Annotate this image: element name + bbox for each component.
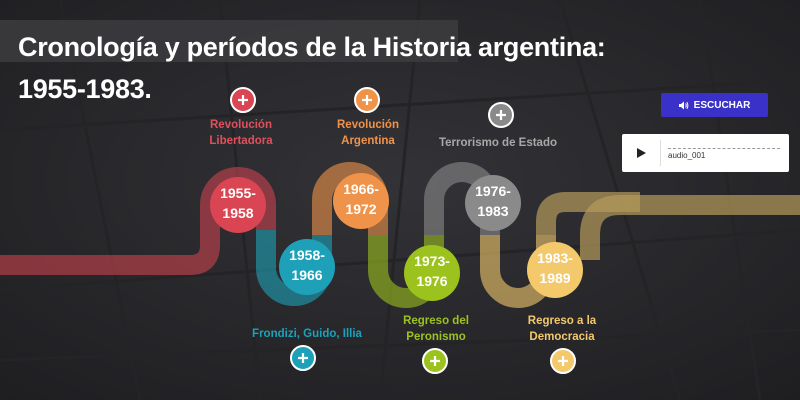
expand-button-democracia[interactable] [550, 348, 576, 374]
period-label-democracia: Democracia [529, 331, 595, 343]
period-label-libertadora: Revolución [210, 119, 272, 131]
period-years-argentina: 1972 [345, 201, 376, 217]
period-label-argentina: Argentina [341, 135, 395, 147]
period-node-democracia: 1983- 1989 Regreso a la Democracia [527, 242, 597, 374]
road-segment-end-1 [536, 192, 640, 235]
period-years-frondizi: 1966 [291, 267, 322, 283]
expand-button-frondizi[interactable] [290, 345, 316, 371]
period-circle-peronismo [404, 245, 460, 301]
audio-divider [660, 140, 661, 166]
listen-button-label: ESCUCHAR [693, 99, 751, 111]
period-years-argentina: 1966- [343, 181, 379, 197]
period-label-peronismo: Peronismo [406, 331, 465, 343]
period-years-peronismo: 1973- [414, 253, 450, 269]
period-label-frondizi: Frondizi, Guido, Illia [252, 328, 362, 340]
road-segment-end-2 [580, 195, 800, 260]
expand-button-argentina[interactable] [354, 87, 380, 113]
period-circle-democracia [527, 242, 583, 298]
page-title: Cronología y períodos de la Historia arg… [18, 32, 606, 104]
period-years-frondizi: 1958- [289, 247, 325, 263]
listen-button[interactable]: ESCUCHAR [661, 93, 768, 117]
audio-filename: audio_001 [668, 151, 706, 160]
period-circle-libertadora [210, 177, 266, 233]
period-circle-argentina [333, 173, 389, 229]
period-node-frondizi: 1958- 1966 Frondizi, Guido, Illia [252, 239, 363, 371]
play-icon [637, 148, 646, 158]
plus-icon [238, 95, 248, 105]
period-label-libertadora: Libertadora [209, 135, 273, 147]
timeline-nodes: 1955- 1958 Revolución Libertadora 1958- 1966 F… [209, 87, 597, 374]
plus-icon [558, 356, 568, 366]
period-node-libertadora: 1955- 1958 Revolución Libertadora [209, 87, 273, 233]
expand-button-terrorismo[interactable] [488, 102, 514, 128]
period-node-terrorismo: 1976- 1983 Terrorismo de Estado [439, 102, 557, 231]
plus-icon [430, 356, 440, 366]
plus-icon [496, 110, 506, 120]
period-circle-terrorismo [465, 175, 521, 231]
speaker-icon [678, 101, 689, 109]
period-years-libertadora: 1955- [220, 185, 256, 201]
period-node-peronismo: 1973- 1976 Regreso del Peronismo [403, 245, 469, 374]
expand-button-libertadora[interactable] [230, 87, 256, 113]
period-years-terrorismo: 1983 [477, 203, 508, 219]
period-years-libertadora: 1958 [222, 205, 253, 221]
plus-icon [298, 353, 308, 363]
period-label-peronismo: Regreso del [403, 315, 469, 327]
expand-button-peronismo[interactable] [422, 348, 448, 374]
period-years-peronismo: 1976 [416, 273, 447, 289]
period-years-terrorismo: 1976- [475, 183, 511, 199]
period-years-democracia: 1983- [537, 250, 573, 266]
period-label-terrorismo: Terrorismo de Estado [439, 137, 557, 149]
play-button[interactable] [622, 134, 660, 172]
audio-player: audio_001 [622, 134, 789, 172]
title-background [0, 20, 458, 62]
audio-progress-track[interactable] [668, 148, 780, 149]
period-years-democracia: 1989 [539, 270, 570, 286]
period-node-argentina: 1966- 1972 Revolución Argentina [333, 87, 399, 229]
plus-icon [362, 95, 372, 105]
period-circle-frondizi [279, 239, 335, 295]
period-label-argentina: Revolución [337, 119, 399, 131]
period-label-democracia: Regreso a la [528, 315, 597, 327]
